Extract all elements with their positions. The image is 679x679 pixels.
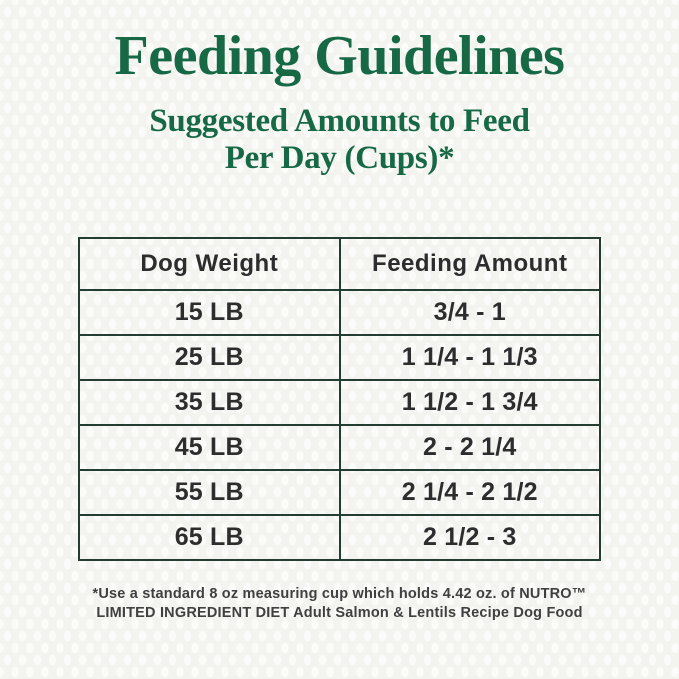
dog-weight-header: Dog Weight — [78, 237, 341, 291]
dog-weight-cell: 25 LB — [78, 334, 341, 381]
table-header-row: Dog Weight Feeding Amount — [78, 237, 601, 291]
feeding-amount-cell: 2 - 2 1/4 — [338, 424, 601, 471]
table-row: 15 LB 3/4 - 1 — [78, 289, 601, 336]
feeding-amount-cell: 2 1/2 - 3 — [338, 514, 601, 561]
table-row: 65 LB 2 1/2 - 3 — [78, 514, 601, 561]
dog-weight-cell: 55 LB — [78, 469, 341, 516]
page-subtitle: Suggested Amounts to Feed Per Day (Cups)… — [0, 103, 679, 177]
footnote-line-2: LIMITED INGREDIENT DIET Adult Salmon & L… — [96, 605, 583, 621]
feeding-amount-cell: 1 1/2 - 1 3/4 — [338, 379, 601, 426]
feeding-amount-cell: 1 1/4 - 1 1/3 — [338, 334, 601, 381]
subtitle-line-1: Suggested Amounts to Feed — [149, 103, 530, 139]
subtitle-line-2: Per Day (Cups)* — [224, 140, 455, 176]
dog-weight-cell: 65 LB — [78, 514, 341, 561]
feeding-amount-cell: 2 1/4 - 2 1/2 — [338, 469, 601, 516]
footnote: *Use a standard 8 oz measuring cup which… — [0, 585, 679, 623]
footnote-line-1: *Use a standard 8 oz measuring cup which… — [92, 586, 587, 602]
page-title: Feeding Guidelines — [114, 25, 565, 87]
feeding-table: Dog Weight Feeding Amount 15 LB 3/4 - 1 … — [78, 237, 601, 561]
dog-weight-cell: 35 LB — [78, 379, 341, 426]
dog-weight-cell: 45 LB — [78, 424, 341, 471]
table-row: 25 LB 1 1/4 - 1 1/3 — [78, 334, 601, 381]
table-row: 35 LB 1 1/2 - 1 3/4 — [78, 379, 601, 426]
feeding-table-container: Dog Weight Feeding Amount 15 LB 3/4 - 1 … — [78, 237, 601, 561]
feeding-amount-cell: 3/4 - 1 — [338, 289, 601, 336]
feeding-amount-header: Feeding Amount — [338, 237, 601, 291]
table-row: 45 LB 2 - 2 1/4 — [78, 424, 601, 471]
dog-weight-cell: 15 LB — [78, 289, 341, 336]
table-row: 55 LB 2 1/4 - 2 1/2 — [78, 469, 601, 516]
